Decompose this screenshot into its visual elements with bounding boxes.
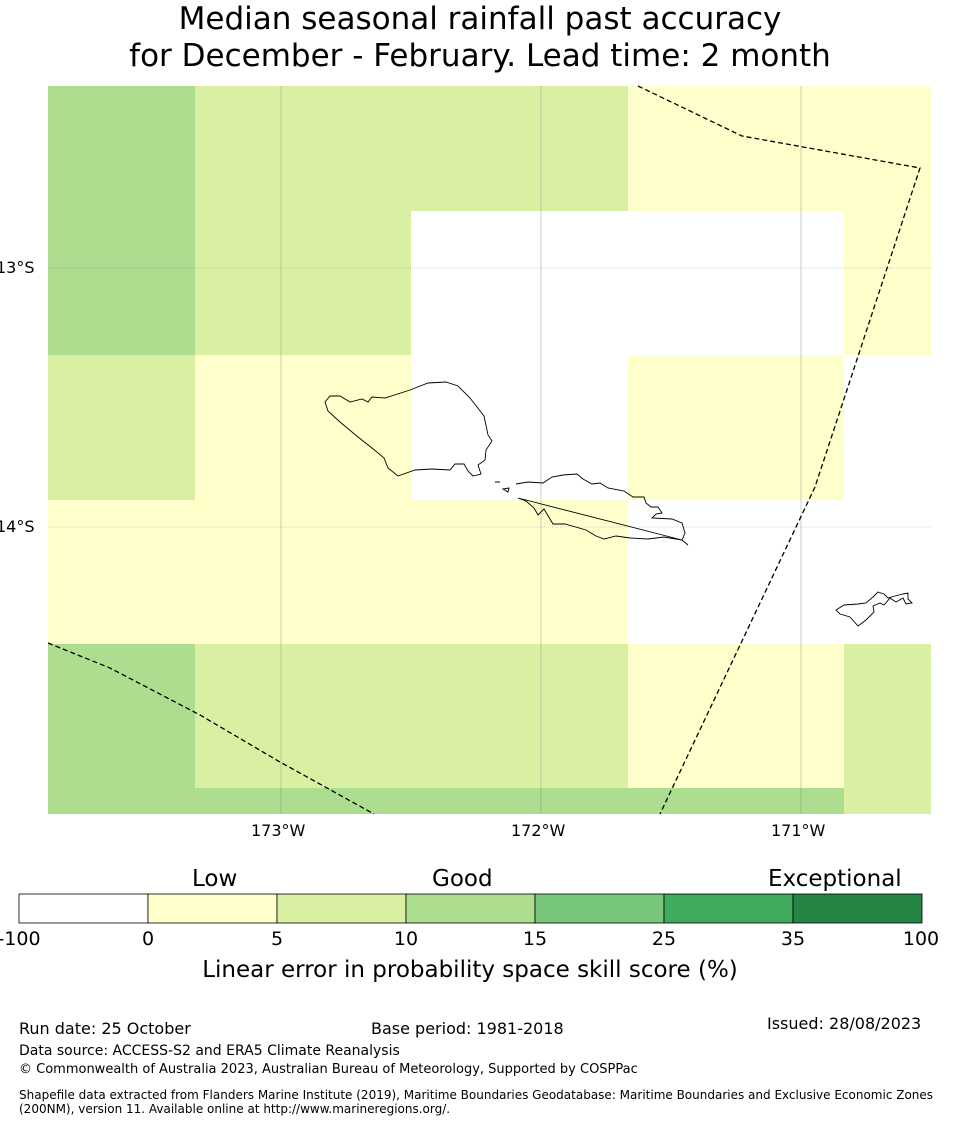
grid-cell	[628, 644, 844, 788]
maritime-boundary	[47, 85, 921, 815]
lat-label-14s: 14°S	[0, 517, 35, 536]
colorbar-tick: 25	[651, 928, 677, 950]
tutuila-coastline	[835, 591, 913, 627]
grid-cell	[48, 355, 195, 500]
colorbar-swatch	[405, 893, 536, 924]
grid-cell	[628, 86, 931, 211]
lon-label-173w: 173°W	[251, 821, 306, 840]
grid-cell	[48, 86, 195, 355]
run-date: Run date: 25 October	[19, 1019, 191, 1038]
colorbar-tick: 10	[393, 928, 419, 950]
grid-cell	[195, 86, 628, 211]
lon-label-172w: 172°W	[511, 821, 566, 840]
colorbar-category-low: Low	[192, 866, 238, 892]
lat-label-13s: 13°S	[0, 258, 35, 277]
colorbar-category-exceptional: Exceptional	[768, 866, 902, 892]
grid-cell	[844, 644, 931, 814]
grid-cell	[195, 788, 844, 814]
colorbar-tick: 5	[270, 928, 284, 950]
lon-label-171w: 171°W	[771, 821, 826, 840]
colorbar-tick: 35	[780, 928, 806, 950]
savaii-coastline	[324, 381, 493, 477]
graticule	[48, 86, 931, 814]
colorbar-title: Linear error in probability space skill …	[202, 957, 738, 983]
colorbar-swatch	[663, 893, 794, 924]
colorbar-tick: -100	[0, 928, 41, 950]
map-title-line-2: for December - February. Lead time: 2 mo…	[129, 38, 831, 74]
grid-cell	[844, 211, 931, 355]
grid-cell	[628, 355, 844, 500]
data-source: Data source: ACCESS-S2 and ERA5 Climate …	[19, 1043, 400, 1059]
grid-cell	[48, 500, 628, 644]
colorbar-swatch	[18, 893, 149, 924]
map-title-line-1: Median seasonal rainfall past accuracy	[178, 1, 782, 37]
base-period: Base period: 1981-2018	[371, 1019, 564, 1038]
colorbar-swatch	[534, 893, 665, 924]
colorbar-category-good: Good	[432, 866, 493, 892]
grid-cell	[195, 211, 411, 355]
colorbar-tick: 100	[902, 928, 940, 950]
grid-cell	[48, 644, 195, 814]
coastlines	[324, 381, 913, 627]
colorbar-swatch	[147, 893, 278, 924]
copyright: © Commonwealth of Australia 2023, Austra…	[19, 1062, 638, 1077]
skill-grid	[48, 86, 931, 814]
grid-cell	[195, 644, 628, 788]
shapefile-credit-line-1: Shapefile data extracted from Flanders M…	[19, 1088, 934, 1102]
grid-cell	[195, 355, 411, 500]
colorbar-swatch	[276, 893, 407, 924]
colorbar	[18, 893, 923, 924]
colorbar-tick: 0	[141, 928, 155, 950]
upolu-coastline	[495, 473, 689, 546]
issued-date: Issued: 28/08/2023	[767, 1014, 922, 1033]
colorbar-swatch	[792, 893, 923, 924]
colorbar-tick: 15	[522, 928, 548, 950]
shapefile-credit-line-2: (200NM), version 11. Available online at…	[19, 1102, 451, 1116]
